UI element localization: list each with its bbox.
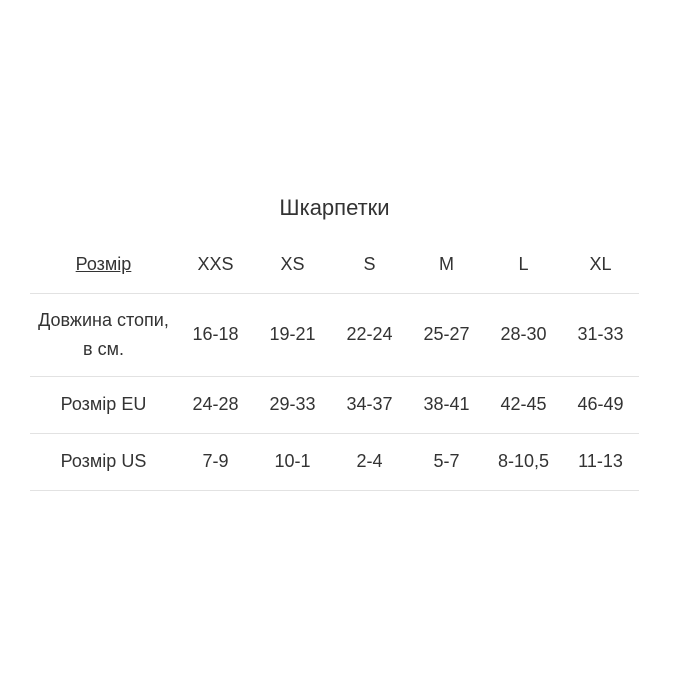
size-header-cell: Розмір [30, 236, 177, 294]
table-cell: 38-41 [408, 376, 485, 434]
column-header-l: L [485, 236, 562, 294]
row-label-eu: Розмір EU [30, 376, 177, 434]
size-table: Розмір XXS XS S M L XL Довжина стопи, в … [30, 236, 639, 491]
table-cell: 25-27 [408, 293, 485, 377]
table-cell: 10-1 [254, 433, 331, 491]
table-cell: 28-30 [485, 293, 562, 377]
table-cell: 31-33 [562, 293, 639, 377]
column-header-xxs: XXS [177, 236, 254, 294]
size-header-label: Розмір [75, 253, 132, 274]
column-header-s: S [331, 236, 408, 294]
table-cell: 11-13 [562, 433, 639, 491]
page-title: Шкарпетки [279, 195, 390, 220]
row-label-us: Розмір US [30, 433, 177, 491]
table-cell: 5-7 [408, 433, 485, 491]
size-chart: Шкарпетки Розмір XXS XS S M L XL Довжина… [30, 196, 639, 491]
table-cell: 29-33 [254, 376, 331, 434]
table-cell: 16-18 [177, 293, 254, 377]
table-cell: 42-45 [485, 376, 562, 434]
table-row-eu: Розмір EU 24-28 29-33 34-37 38-41 42-45 … [30, 376, 639, 434]
column-header-m: M [408, 236, 485, 294]
table-row-foot-length: Довжина стопи, в см. 16-18 19-21 22-24 2… [30, 293, 639, 377]
table-cell: 46-49 [562, 376, 639, 434]
table-cell: 24-28 [177, 376, 254, 434]
table-cell: 34-37 [331, 376, 408, 434]
table-row-us: Розмір US 7-9 10-1 2-4 5-7 8-10,5 11-13 [30, 433, 639, 491]
table-cell: 8-10,5 [485, 433, 562, 491]
column-header-xs: XS [254, 236, 331, 294]
table-cell: 2-4 [331, 433, 408, 491]
column-header-xl: XL [562, 236, 639, 294]
table-cell: 19-21 [254, 293, 331, 377]
table-cell: 7-9 [177, 433, 254, 491]
table-header-row: Розмір XXS XS S M L XL [30, 236, 639, 294]
table-cell: 22-24 [331, 293, 408, 377]
row-label-foot-length: Довжина стопи, в см. [30, 293, 177, 377]
